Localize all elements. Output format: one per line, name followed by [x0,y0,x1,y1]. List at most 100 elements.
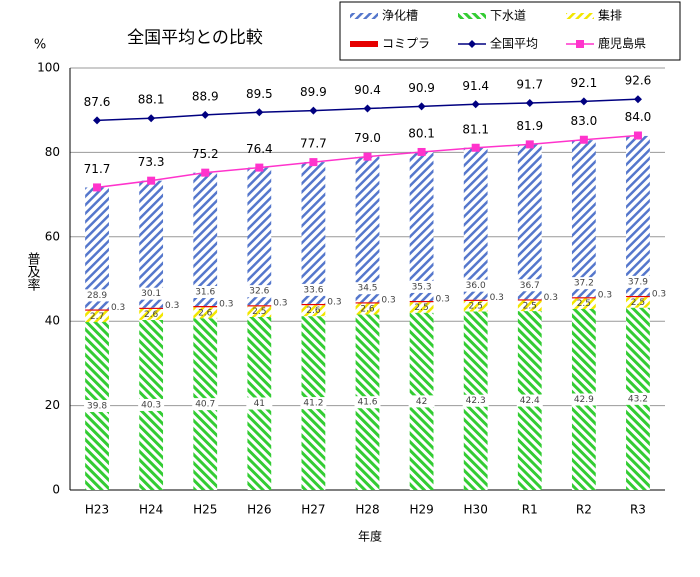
label-bg [192,398,219,411]
data-label: 0.3 [544,293,558,303]
bar-segment [409,300,434,303]
x-tick-label: H25 [193,503,217,517]
data-label: 42 [416,397,427,407]
data-label: 89.9 [300,85,327,99]
legend-label: 全国平均 [490,36,538,51]
data-label: 87.6 [84,95,111,109]
marker [309,158,318,167]
marker [363,104,372,113]
chart-title: 全国平均との比較 [127,28,263,48]
data-label: 89.5 [246,87,273,101]
bar-segment [517,144,542,300]
marker [417,147,426,156]
bar-segment [571,140,596,298]
data-label: 42.9 [574,395,594,405]
data-label: 0.3 [273,299,287,309]
label-bg [408,395,435,408]
data-label: 2.5 [523,301,537,311]
data-label: 71.7 [84,162,111,176]
marker [201,168,210,177]
data-label: 81.9 [516,119,543,133]
label-bg [300,283,327,296]
data-label: 2.5 [469,302,483,312]
bar-segment [139,307,164,309]
data-label: 31.6 [195,288,215,298]
label-bg [624,392,651,405]
marker [525,99,534,108]
legend-marker [468,40,476,48]
data-label: 88.9 [192,89,219,103]
bar-segment [571,298,596,309]
bar-segment [247,306,272,317]
label-bg [570,277,597,290]
bar-segment [247,167,272,306]
marker [633,131,642,140]
bar-segment [463,300,488,312]
label-bg [84,289,111,302]
marker [471,143,480,152]
bar-segment [626,295,650,298]
data-label: 41.2 [303,399,323,409]
bar-segment [355,303,380,315]
data-label: 41 [254,399,265,409]
label-bg [138,287,165,300]
legend-swatch [566,13,594,19]
bar-segment [355,156,380,303]
bar-segment [517,300,542,312]
data-label: 30.1 [141,289,161,299]
x-tick-label: H23 [85,503,109,517]
data-label: 40.7 [195,400,215,410]
marker [525,140,534,149]
bar-segment [301,303,326,306]
legend-swatch [350,13,378,19]
bar-segment [85,187,109,310]
data-label: 42.3 [466,396,486,406]
data-label: 75.2 [192,147,219,161]
bar-segment [626,297,650,308]
marker [633,95,642,104]
bar-segment [571,297,596,299]
data-label: 91.4 [462,79,489,93]
legend-swatch [458,13,486,19]
y-tick-label: 100 [37,61,60,75]
data-label: 40.3 [141,400,161,410]
data-label: 92.6 [625,74,652,88]
data-label: 36.0 [466,281,486,291]
data-label: 2.5 [252,307,266,317]
x-tick-label: H28 [355,503,379,517]
data-label: 37.9 [628,277,648,287]
x-tick-label: H27 [301,503,325,517]
data-label: 88.1 [138,93,165,107]
data-label: 0.3 [327,297,341,307]
label-bg [516,394,543,407]
data-label: 90.4 [354,83,381,97]
marker [363,152,372,161]
y-tick-label: 80 [45,145,60,159]
bar-segment [139,180,164,308]
bar-segment [85,309,109,311]
marker [201,110,210,119]
data-label: 77.7 [300,137,327,151]
marker [93,116,102,125]
label-bg [84,400,111,413]
legend-label: 下水道 [490,9,526,23]
data-label: 0.3 [435,294,449,304]
data-label: 90.9 [408,81,435,95]
label-bg [138,398,165,411]
label-bg [246,397,273,410]
legend-swatch [350,41,378,47]
data-label: 32.6 [249,287,269,297]
data-label: 2.6 [306,306,321,316]
marker [579,97,588,106]
bar-segment [301,305,326,317]
label-bg [516,279,543,292]
data-label: 34.5 [357,284,377,294]
data-label: 0.3 [598,291,612,301]
data-label: 2.5 [414,303,428,313]
data-label: 84.0 [625,110,652,124]
data-label: 42.4 [520,396,540,406]
y-tick-label: 40 [45,314,60,328]
label-bg [354,282,381,295]
marker [255,108,264,117]
